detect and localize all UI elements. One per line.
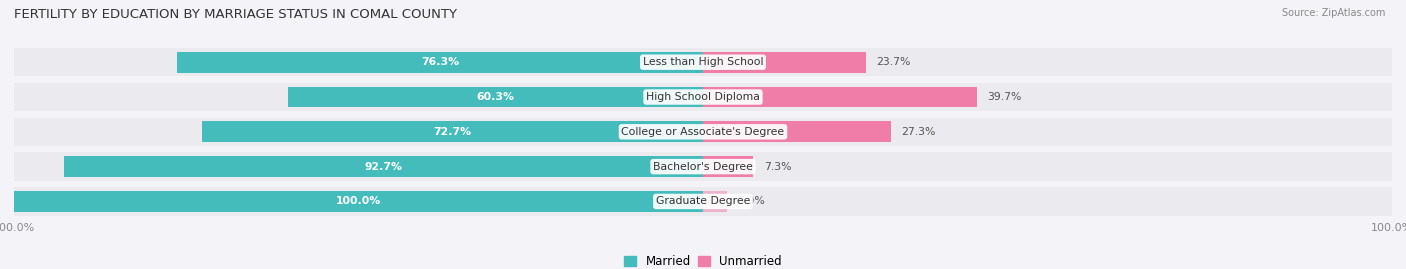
Bar: [14, 48, 1392, 76]
Text: Source: ZipAtlas.com: Source: ZipAtlas.com: [1281, 8, 1385, 18]
Bar: [703, 87, 977, 107]
Text: 76.3%: 76.3%: [422, 57, 460, 67]
Bar: [14, 118, 1392, 146]
Text: 100.0%: 100.0%: [336, 196, 381, 206]
Bar: [14, 191, 703, 212]
Bar: [14, 83, 1392, 111]
Text: Bachelor's Degree: Bachelor's Degree: [652, 162, 754, 172]
Text: 72.7%: 72.7%: [433, 127, 471, 137]
Text: 23.7%: 23.7%: [876, 57, 911, 67]
Bar: [14, 187, 1392, 216]
Bar: [703, 52, 866, 73]
Text: 92.7%: 92.7%: [364, 162, 402, 172]
Bar: [202, 121, 703, 142]
Text: High School Diploma: High School Diploma: [647, 92, 759, 102]
Bar: [288, 87, 703, 107]
Bar: [14, 152, 1392, 181]
Text: 60.3%: 60.3%: [477, 92, 515, 102]
Text: College or Associate's Degree: College or Associate's Degree: [621, 127, 785, 137]
Text: 39.7%: 39.7%: [987, 92, 1021, 102]
Bar: [703, 191, 727, 212]
Bar: [65, 156, 703, 177]
Text: Graduate Degree: Graduate Degree: [655, 196, 751, 206]
Text: 27.3%: 27.3%: [901, 127, 936, 137]
Text: 0.0%: 0.0%: [738, 196, 765, 206]
Text: 7.3%: 7.3%: [763, 162, 792, 172]
Bar: [703, 156, 754, 177]
Legend: Married, Unmarried: Married, Unmarried: [624, 255, 782, 268]
Text: FERTILITY BY EDUCATION BY MARRIAGE STATUS IN COMAL COUNTY: FERTILITY BY EDUCATION BY MARRIAGE STATU…: [14, 8, 457, 21]
Bar: [177, 52, 703, 73]
Text: Less than High School: Less than High School: [643, 57, 763, 67]
Bar: [703, 121, 891, 142]
